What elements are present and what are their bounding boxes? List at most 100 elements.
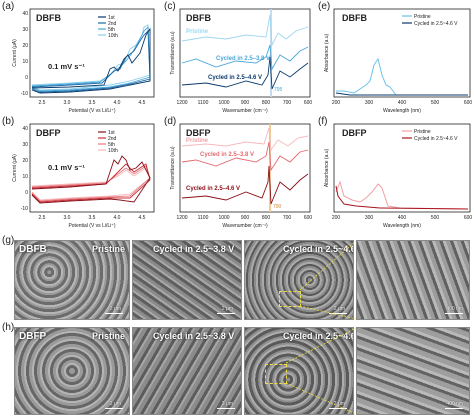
x-axis-label: Wavelength (nm): [383, 108, 421, 114]
x-tick-label: 3.0: [64, 100, 71, 106]
x-tick-label: 1100: [198, 100, 209, 106]
sem-image-dbfb-3.8v: Cycled in 2.5~3.8 V 2 μm: [132, 240, 242, 320]
uv-plot-dbfp: DBFP Pristine Cycled in 2.5~4.6 V 200 30…: [320, 120, 474, 232]
scale-label: 400 nm: [446, 401, 463, 407]
legend-label-pristine: Pristine: [414, 14, 431, 20]
x-tick-label: 800: [262, 215, 271, 221]
scale-bar: [217, 312, 235, 314]
plot-title: DBFB: [186, 13, 211, 23]
y-axis-label: Current (μA): [12, 154, 18, 182]
scale-label: 2 μm: [109, 401, 121, 407]
x-tick-label: 4.0: [114, 100, 121, 106]
sem-image-dbfb-4.6v: Cycled in 2.5~4.6 V 2 μm: [244, 240, 354, 320]
legend-label-pristine: Pristine: [414, 129, 431, 135]
sem-label: Cycled in 2.5~4.6 V: [283, 244, 354, 254]
x-tick-label: 200: [332, 100, 341, 106]
uv-curve-pristine: [336, 57, 468, 96]
x-tick-label: 2.5: [39, 215, 46, 221]
y-axis-label: Absorbance (a.u): [324, 148, 330, 187]
legend-label-cycled: Cycled in 2.5~4.6 V: [414, 136, 458, 142]
y-axis-label: Absorbance (a.u): [324, 33, 330, 72]
ftir-plot-dbfb: DBFB 795 Pristine Cycled in 2.5–3.8 V Cy…: [166, 5, 318, 117]
ftir-curve-pristine: [181, 14, 309, 47]
scan-rate-label: 0.1 mV s⁻¹: [48, 62, 85, 71]
legend: Pristine Cycled in 2.5~4.6 V: [402, 14, 458, 27]
cv-curve-1st: [31, 155, 151, 204]
panel-letter-e: (e): [318, 1, 331, 12]
x-tick-label: 600: [464, 100, 473, 106]
scale-bar: [105, 312, 123, 314]
plot-frame: [179, 8, 311, 98]
scale-bar: [445, 407, 463, 409]
sem-image-dbfb-pristine: DBFB Pristine 2 μm: [14, 240, 130, 320]
x-tick-label: 400: [398, 100, 407, 106]
y-tick-label: -10: [21, 91, 28, 97]
sem-image-dbfb-zoom: 400 nm: [356, 240, 470, 320]
x-tick-label: 600: [304, 215, 313, 221]
panel-letter-h: (h): [2, 322, 15, 333]
sem-image-dbfp-4.6v: Cycled in 2.5~4.6 V 2 μm: [244, 327, 354, 415]
x-tick-label: 300: [365, 215, 374, 221]
plot-title: DBFP: [342, 128, 367, 138]
x-tick-label: 2.5: [39, 100, 46, 106]
scale-bar: [105, 407, 123, 409]
panel-letter-g: (g): [2, 235, 15, 246]
cv-plot-dbfp: DBFP 0.1 mV s⁻¹ 1st 2nd 5th 10th 2.5 3.0…: [10, 120, 160, 232]
scale-label: 2 μm: [333, 401, 345, 407]
uv-curve-pristine: [335, 180, 469, 210]
ftir-curve-3.8v: [181, 44, 309, 71]
x-tick-label: 3.0: [64, 215, 71, 221]
x-tick-label: 600: [304, 100, 313, 106]
plot-frame: [333, 8, 471, 98]
x-tick-label: 1200: [176, 215, 187, 221]
scale-bar: [329, 312, 347, 314]
x-tick-label: 600: [464, 215, 473, 221]
plot-frame: [333, 123, 471, 213]
y-tick-label: 30: [22, 142, 28, 148]
sem-label: Cycled in 2.5~3.8 V: [153, 331, 235, 341]
sem-label: Cycled in 2.5~4.6 V: [283, 331, 353, 341]
x-tick-label: 4.0: [114, 215, 121, 221]
curve-label-pristine: Pristine: [186, 138, 209, 144]
y-tick-label: 40: [22, 11, 28, 17]
ftir-curve-3.8v: [181, 141, 309, 172]
sem-image-dbfp-3.8v: Cycled in 2.5~3.8 V 2 μm: [132, 327, 242, 415]
y-tick-label: 40: [22, 126, 28, 132]
legend-label-5th: 5th: [108, 27, 115, 33]
plot-title: DBFB: [342, 13, 367, 23]
x-tick-label: 1100: [198, 215, 209, 221]
y-axis-label: Transmittance (a.u): [170, 146, 176, 189]
marker-band: [269, 124, 271, 212]
cv-curve-2nd: [31, 163, 151, 203]
scale-label: 400 nm: [446, 306, 463, 312]
sem-image-dbfp-pristine: DBFP Pristine 2 μm: [14, 327, 130, 415]
curve-label-4.6v: Cycled in 2.5–4.6 V: [186, 186, 240, 192]
cv-curve-5th: [31, 25, 151, 92]
ftir-plot-dbfp: DBFP 790 Pristine Cycled in 2.5–3.8 V Cy…: [166, 120, 318, 232]
x-tick-label: 700: [283, 215, 292, 221]
plot-title: DBFP: [186, 128, 211, 138]
y-tick-label: -10: [21, 206, 28, 212]
x-tick-label: 200: [332, 215, 341, 221]
cv-curve-2nd: [31, 29, 151, 93]
x-axis-label: Potential (V vs Li/Li⁺): [68, 108, 115, 114]
y-tick-label: 0: [25, 75, 28, 81]
legend-label-5th: 5th: [108, 142, 115, 148]
uv-curve-cycled: [335, 185, 469, 210]
y-tick-label: 10: [22, 174, 28, 180]
y-axis-label: Transmittance (a.u): [170, 31, 176, 74]
scale-bar: [329, 407, 347, 409]
y-tick-label: 0: [25, 190, 28, 196]
legend-label-cycled: Cycled in 2.5~4.6 V: [414, 21, 458, 27]
uv-curve-cycled: [335, 92, 468, 96]
x-axis-label: Wavenumber (cm⁻¹): [222, 108, 268, 114]
x-axis-label: Wavenumber (cm⁻¹): [222, 223, 268, 229]
y-tick-label: 20: [22, 43, 28, 49]
zoom-box: [279, 291, 301, 307]
ftir-curve-4.6v: [181, 56, 309, 90]
scale-label: 2 μm: [221, 306, 233, 312]
scale-label: 2 μm: [221, 401, 233, 407]
x-tick-label: 700: [283, 100, 292, 106]
y-tick-label: 10: [22, 59, 28, 65]
